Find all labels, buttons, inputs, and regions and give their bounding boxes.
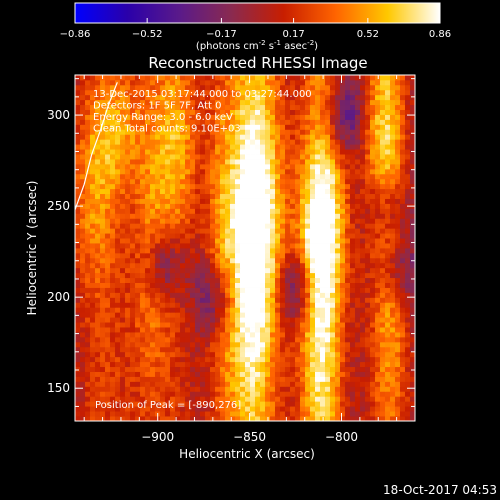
y-axis-label: Heliocentric Y (arcsec) [25,181,39,316]
solar-limb-line [74,82,118,211]
y-tick-label: 150 [47,381,70,395]
y-tick-label: 250 [47,199,70,213]
heatmap-image [75,75,416,422]
colorbar-tick-label: −0.17 [206,29,237,40]
image-info-text: 13-Dec-2015 03:17:44.000 to 03:27:44.000… [93,89,312,135]
x-tick-label: −850 [233,430,266,444]
chart-title: Reconstructed RHESSI Image [148,54,367,72]
colorbar-ticks: −0.86 −0.52 −0.17 0.17 0.52 0.86 [60,18,451,40]
colorbar-tick-label: −0.86 [60,29,91,40]
info-line: Clean Total counts: 9.10E+03 [93,124,241,135]
colorbar [74,2,441,24]
colorbar-tick-label: −0.52 [132,29,163,40]
peak-position-label: Position of Peak = [-890,276] [95,400,241,411]
colorbar-unit-label: (photons cm-2 s-1 asec-2) [196,39,318,52]
x-tick-label: −900 [141,430,174,444]
y-tick-label: 300 [47,108,70,122]
info-line: 13-Dec-2015 03:17:44.000 to 03:27:44.000 [93,89,312,100]
y-tick-label: 200 [47,290,70,304]
footer-timestamp: 18-Oct-2017 04:53 [383,483,497,497]
x-axis-label: Heliocentric X (arcsec) [179,447,315,461]
plot-frame [74,74,416,422]
x-tick-label: −800 [325,430,358,444]
info-line: Detectors: 1F 5F 7F, Att 0 [93,101,221,112]
colorbar-tick-label: 0.86 [429,29,451,40]
colorbar-tick-label: 0.17 [282,29,304,40]
colorbar-tick-label: 0.52 [357,29,379,40]
info-line: Energy Range: 3.0 - 6.0 keV [93,112,233,123]
axis-ticks: −900 −850 −800 150 200 250 300 [47,75,416,444]
